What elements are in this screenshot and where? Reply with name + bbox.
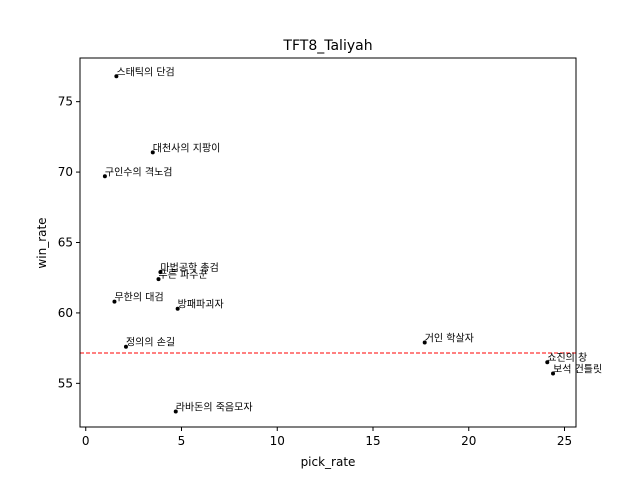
- data-point-label: 거인 학살자: [425, 332, 474, 344]
- data-point: [545, 360, 550, 365]
- y-tick-label: 55: [58, 376, 73, 390]
- data-point-label: 마법공학 총검: [160, 262, 218, 274]
- x-tick-label: 10: [270, 434, 285, 448]
- y-tick-label: 65: [58, 236, 73, 250]
- data-point-label: 방패파괴자: [178, 299, 224, 311]
- data-point: [551, 371, 556, 376]
- data-point-label: 구인수의 격노검: [105, 165, 173, 178]
- data-point-label: 쇼진의 창: [547, 352, 587, 364]
- data-point: [422, 340, 427, 345]
- data-point: [175, 306, 180, 311]
- data-point: [150, 150, 155, 155]
- data-point-label: 무한의 대검: [114, 292, 163, 304]
- y-tick-label: 60: [58, 306, 73, 320]
- data-point: [158, 270, 163, 275]
- data-point-label: 라바돈의 죽음모자: [176, 402, 253, 414]
- data-point: [112, 299, 117, 304]
- data-point: [114, 74, 119, 79]
- x-tick-label: 15: [365, 434, 380, 448]
- data-point: [102, 174, 107, 179]
- data-point-label: 스태틱의 단검: [116, 66, 174, 78]
- x-tick-label: 25: [557, 434, 572, 448]
- x-tick-label: 20: [461, 434, 476, 448]
- y-tick-label: 70: [58, 165, 73, 179]
- data-point-label: 정의의 손길: [126, 336, 175, 349]
- data-point: [173, 409, 178, 414]
- x-axis-label: pick_rate: [301, 455, 356, 469]
- data-point-label: 보석 건틀릿: [553, 363, 602, 375]
- data-point: [123, 344, 128, 349]
- x-tick-label: 0: [82, 434, 90, 448]
- chart-title: TFT8_Taliyah: [282, 38, 372, 54]
- y-axis-label: win_rate: [35, 217, 49, 268]
- y-tick-label: 75: [58, 95, 73, 109]
- data-point-label: 푸른 파수꾼: [159, 269, 208, 281]
- data-point: [156, 277, 161, 282]
- data-point-label: 대천사의 지팡이: [153, 142, 221, 154]
- plot-frame: [79, 57, 577, 428]
- x-tick-label: 5: [178, 434, 186, 448]
